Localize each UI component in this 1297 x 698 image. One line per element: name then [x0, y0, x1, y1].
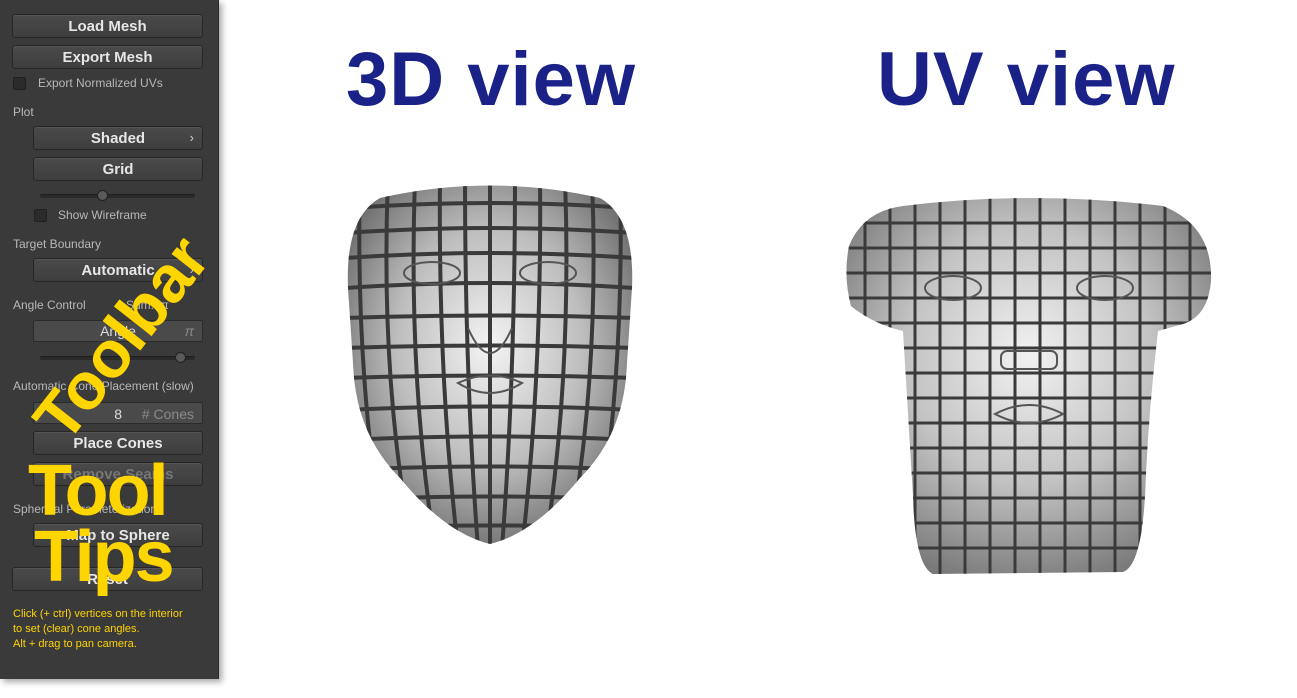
hint-line-2: to set (clear) cone angles.: [13, 623, 140, 635]
plot-label: Plot: [13, 105, 34, 119]
angle-slider-knob[interactable]: [175, 352, 186, 363]
view-3d-title: 3D view: [346, 37, 637, 122]
spherical-parameterization-label: Spherical Parameterization: [13, 502, 158, 516]
auto-cone-placement-label: Automatic Cone Placement (slow): [13, 379, 194, 393]
grid-dropdown-label: Grid: [102, 160, 134, 178]
toolbar-panel: Load Mesh Export Mesh Export Normalized …: [0, 0, 219, 679]
pi-symbol-icon: π: [184, 323, 194, 339]
grid-scale-slider-knob[interactable]: [97, 190, 108, 201]
target-boundary-dropdown[interactable]: Automatic ›: [33, 258, 203, 282]
place-cones-button[interactable]: Place Cones: [33, 431, 203, 455]
grid-dropdown[interactable]: Grid: [33, 157, 203, 181]
mesh-3d-viewport[interactable]: [340, 178, 640, 550]
face-uv-features: [924, 275, 1134, 424]
map-to-sphere-button[interactable]: Map to Sphere: [33, 523, 203, 547]
angle-input-label: Angle: [100, 323, 136, 339]
chevron-right-icon: ›: [189, 262, 194, 277]
export-mesh-button[interactable]: Export Mesh: [12, 45, 203, 69]
grid-3d-lines: [347, 185, 633, 544]
target-boundary-dropdown-label: Automatic: [81, 261, 155, 279]
uv-viewport[interactable]: [843, 196, 1215, 578]
target-boundary-label: Target Boundary: [13, 237, 102, 251]
angle-slider[interactable]: [40, 356, 195, 360]
remove-seams-button[interactable]: Remove Seams: [33, 462, 203, 486]
export-normalized-uvs-label: Export Normalized UVs: [38, 76, 163, 90]
chevron-right-icon: ›: [189, 130, 194, 145]
cones-count-input[interactable]: 8 # Cones: [33, 402, 203, 424]
reset-button[interactable]: Reset: [12, 567, 203, 591]
show-wireframe-checkbox[interactable]: [34, 209, 47, 222]
angle-sum-readout: Sum:0π: [126, 298, 169, 312]
tips-annotation: Tips: [34, 517, 175, 597]
hint-line-3: Alt + drag to pan camera.: [13, 638, 137, 650]
face-uv-mesh: [846, 198, 1212, 574]
hint-line-1: Click (+ ctrl) vertices on the interior: [13, 608, 183, 620]
uv-view-title: UV view: [877, 37, 1176, 122]
export-normalized-uvs-checkbox[interactable]: [13, 77, 26, 90]
cones-count-value: 8: [114, 406, 122, 422]
show-wireframe-label: Show Wireframe: [58, 208, 147, 222]
tool-annotation: Tool: [28, 451, 169, 531]
grid-scale-slider[interactable]: [40, 194, 195, 198]
angle-control-label: Angle Control: [13, 298, 86, 312]
cones-placeholder: # Cones: [141, 406, 194, 422]
angle-input[interactable]: Angle π: [33, 320, 203, 342]
face-3d-features: [403, 261, 577, 394]
load-mesh-button[interactable]: Load Mesh: [12, 14, 203, 38]
shaded-dropdown-label: Shaded: [90, 129, 146, 147]
shaded-dropdown[interactable]: Shaded ›: [33, 126, 203, 150]
